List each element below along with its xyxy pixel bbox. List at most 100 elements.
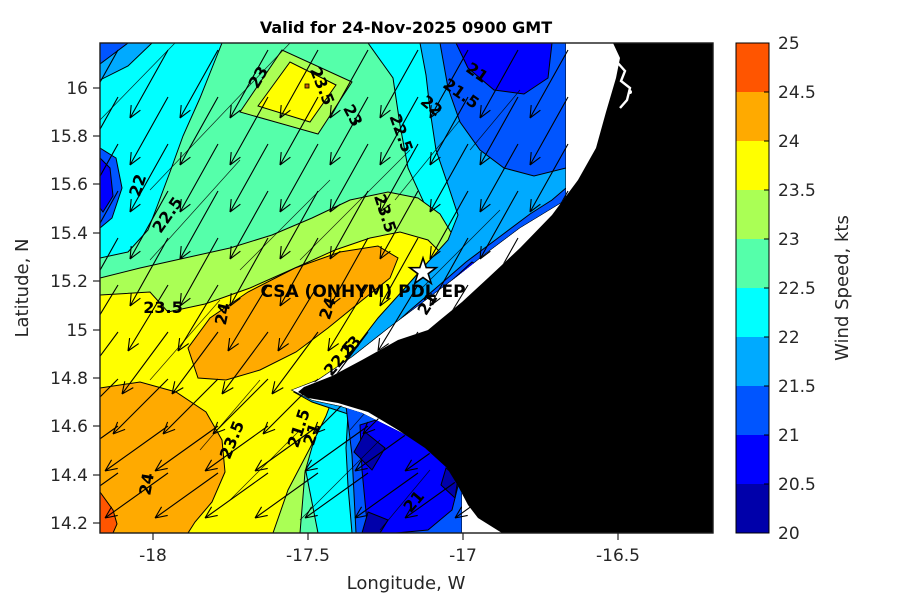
- y-tick-label: 16: [66, 79, 88, 99]
- colorbar-segment: [736, 92, 769, 142]
- tri-edge: [394, 119, 461, 201]
- wind-arrow: [100, 331, 119, 395]
- wind-arrow: [104, 472, 169, 519]
- colorbar-tick-label: 23: [778, 230, 800, 250]
- y-axis-label: Latitude, N: [12, 239, 33, 338]
- wind-arrow: [221, 331, 269, 395]
- wind-arrow: [100, 284, 119, 352]
- axes: -18 -17.5 -17 -16.5 16 15.8 15.6 15.4 15.2 15 14.8…: [50, 79, 640, 566]
- colorbar-segment: [736, 435, 769, 485]
- y-tick-label: 15: [66, 321, 88, 341]
- tri-edge: [299, 439, 381, 521]
- tri-edge: [469, 89, 521, 151]
- wind-arrow: [204, 425, 269, 472]
- tri-edge: [239, 179, 331, 271]
- y-tick-label: 15.8: [50, 127, 88, 147]
- colorbar-tick-label: 21: [778, 426, 800, 446]
- wind-arrow: [100, 425, 119, 472]
- contour-band-21: [257, 61, 337, 123]
- wind-arrow: [529, 143, 569, 213]
- colorbar-segment: [736, 337, 769, 387]
- land-polygon-senegal-coast: [298, 43, 713, 533]
- y-tick-label: 14.4: [50, 466, 88, 486]
- wind-arrow: [100, 96, 119, 166]
- wind-arrow: [429, 143, 469, 213]
- colorbar-tick-label: 22: [778, 328, 800, 348]
- wind-arrow: [304, 472, 369, 519]
- wind-arrow: [379, 96, 419, 166]
- wind-arrow: [154, 472, 219, 519]
- tri-edge: [419, 209, 501, 291]
- wind-arrow: [154, 425, 219, 472]
- plot-border: [99, 42, 714, 534]
- wind-arrow: [204, 472, 269, 519]
- x-tick-label: -16.5: [596, 546, 640, 566]
- wind-arrow: [429, 96, 469, 166]
- wind-arrow: [279, 190, 319, 260]
- wind-arrow: [279, 49, 319, 119]
- wind-arrow: [129, 96, 169, 166]
- colorbar-segment: [736, 43, 769, 93]
- colorbar-tick-label: 21.5: [778, 377, 816, 397]
- wind-arrow: [329, 190, 369, 260]
- tiny-contour-dot: [304, 83, 310, 89]
- wind-arrow: [429, 237, 469, 307]
- colorbar-segment: [736, 141, 769, 191]
- wind-arrow: [479, 143, 519, 213]
- colorbar-tick-label: 23.5: [778, 181, 816, 201]
- wind-arrow: [379, 190, 419, 260]
- tri-edge: [149, 43, 291, 191]
- wind-arrow: [271, 331, 319, 395]
- y-tick-label: 15.2: [50, 272, 88, 292]
- wind-arrow: [329, 96, 369, 166]
- wind-arrow: [100, 472, 119, 519]
- wind-arrow: [254, 472, 319, 519]
- colorbar-segment: [736, 288, 769, 338]
- colorbar-tick-label: 22.5: [778, 279, 816, 299]
- contour-band-13: [353, 431, 386, 471]
- colorbar-tick-label: 25: [778, 34, 800, 54]
- wind-arrow: [377, 284, 419, 352]
- colorbar-tick-label: 20: [778, 524, 800, 544]
- land-mask: [298, 43, 713, 533]
- wind-arrow: [179, 49, 219, 119]
- tri-edge: [379, 469, 431, 531]
- colorbar-tick-label: 24.5: [778, 83, 816, 103]
- x-tick-label: -18: [139, 546, 167, 566]
- wind-arrow: [279, 237, 319, 307]
- tri-edge: [299, 149, 411, 261]
- wind-arrow: [129, 143, 169, 213]
- wind-arrow: [229, 49, 269, 119]
- wind-arrow: [277, 284, 319, 352]
- wind-arrow: [179, 143, 219, 213]
- wind-arrow: [479, 49, 519, 119]
- tri-edge: [229, 429, 301, 501]
- contour-label-24: 24: [135, 471, 158, 496]
- wind-arrow: [229, 237, 269, 307]
- site-star-marker: [407, 255, 439, 286]
- wind-arrow: [129, 190, 169, 260]
- colorbar: 25 24.5 24 23.5 23 22.5 22 21.5 21 20.5 20: [735, 34, 816, 544]
- colorbar-segment: [736, 386, 769, 436]
- wind-arrow: [379, 49, 419, 119]
- y-tick-label: 14.2: [50, 514, 88, 534]
- colorbar-segment: [736, 484, 769, 534]
- wind-arrow: [100, 378, 119, 435]
- wind-arrow: [179, 237, 219, 307]
- wind-arrow: [329, 143, 369, 213]
- wind-arrow: [129, 237, 169, 307]
- contour-label-24: 24: [211, 301, 234, 327]
- wind-arrow: [121, 331, 169, 395]
- wind-arrow: [171, 331, 219, 395]
- colorbar-label: Wind Speed, kts: [832, 215, 853, 361]
- wind-arrow: [179, 190, 219, 260]
- colorbar-segment: [736, 239, 769, 289]
- x-axis-label: Longitude, W: [347, 573, 466, 594]
- wind-arrow: [100, 237, 119, 307]
- colorbar-tick-label: 20.5: [778, 475, 816, 495]
- x-tick-label: -17.5: [286, 546, 330, 566]
- wind-arrow: [229, 190, 269, 260]
- wind-arrow: [104, 425, 169, 472]
- y-tick-label: 14.8: [50, 369, 88, 389]
